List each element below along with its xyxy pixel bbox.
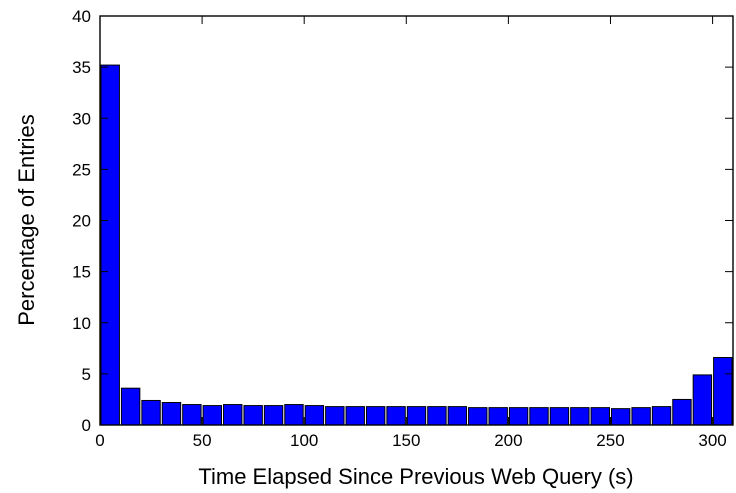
- x-axis-title: Time Elapsed Since Previous Web Query (s…: [198, 464, 633, 489]
- histogram-bar: [529, 407, 549, 426]
- plot-frame: [99, 15, 734, 426]
- histogram-bar: [468, 407, 488, 426]
- histogram-bar: [345, 406, 365, 426]
- y-tick-label: 15: [72, 263, 91, 282]
- y-tick-label: 20: [72, 212, 91, 231]
- histogram-bar: [263, 405, 284, 426]
- histogram-bar: [488, 407, 508, 426]
- y-tick-label: 10: [72, 314, 91, 333]
- x-tick-label: 0: [95, 431, 104, 450]
- histogram-bar: [447, 406, 468, 426]
- histogram-bar: [406, 406, 427, 426]
- x-tick-label: 250: [596, 431, 624, 450]
- histogram-bar: [427, 406, 447, 426]
- histogram-bar: [161, 402, 182, 426]
- x-tick-label: 300: [698, 431, 726, 450]
- x-tick-label: 150: [392, 431, 420, 450]
- ticks-layer: [99, 15, 733, 426]
- histogram-bar: [386, 406, 406, 426]
- y-axis-title: Percentage of Entries: [14, 114, 39, 326]
- x-tick-label: 50: [193, 431, 212, 450]
- histogram-bar: [631, 407, 651, 426]
- histogram-bar: [610, 408, 631, 426]
- histogram-bar: [365, 406, 386, 426]
- y-tick-label: 25: [72, 160, 91, 179]
- histogram-bar: [713, 357, 733, 426]
- bars-layer: [100, 64, 733, 426]
- y-tick-label: 0: [82, 416, 91, 435]
- histogram-bar: [182, 404, 202, 426]
- histogram-bar: [570, 407, 590, 426]
- histogram-bar: [325, 406, 345, 426]
- histogram-bar: [304, 405, 325, 426]
- y-tick-label: 30: [72, 109, 91, 128]
- histogram-bar: [202, 405, 223, 426]
- y-tick-label: 40: [72, 7, 91, 26]
- histogram-bar: [284, 404, 304, 426]
- histogram-bar: [120, 387, 141, 426]
- histogram-bar: [508, 407, 529, 426]
- histogram-bar: [651, 406, 672, 426]
- histogram-bar: [590, 407, 610, 426]
- tick-labels-layer: 0 50 100 150 200 250 300 0 5 10 15 20 25 30 35 40: [72, 7, 727, 450]
- histogram-bar: [100, 64, 120, 426]
- histogram-bar: [692, 374, 713, 426]
- histogram-bar: [672, 398, 692, 426]
- histogram-bar: [243, 405, 263, 426]
- histogram-bar: [223, 404, 243, 426]
- y-tick-label: 5: [82, 365, 91, 384]
- histogram-bar: [141, 399, 161, 426]
- y-tick-label: 35: [72, 58, 91, 77]
- x-tick-label: 100: [290, 431, 318, 450]
- x-tick-label: 200: [494, 431, 522, 450]
- histogram-bar: [549, 407, 570, 426]
